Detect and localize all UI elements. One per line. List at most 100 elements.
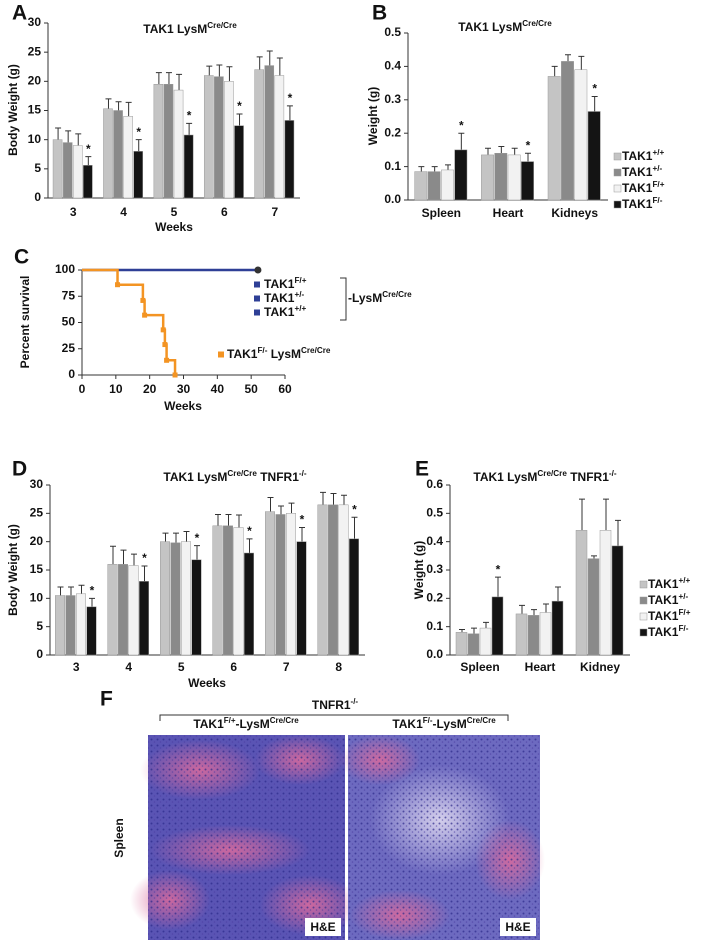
legend-bracket: [340, 277, 347, 321]
y-tick-label: 15: [28, 103, 42, 117]
text-part: TAK1: [193, 717, 224, 731]
significance-mark: *: [247, 524, 252, 538]
bar: [507, 154, 521, 201]
bar: [244, 552, 254, 656]
bar: [479, 627, 492, 656]
bar: [224, 81, 234, 199]
legend-swatch: [639, 628, 648, 637]
error-bar: [266, 50, 273, 66]
text-part: TAK1 LysM: [473, 470, 537, 484]
chart-title: TAK1 LysMCre/Cre: [143, 21, 237, 37]
superscript: +/+: [678, 576, 690, 585]
bar: [441, 169, 454, 201]
bar: [52, 139, 63, 199]
bar: [103, 108, 113, 199]
bar: [575, 530, 588, 656]
chart-title: TAK1 LysMCre/Cre: [458, 19, 552, 35]
text-part: TNFR1: [567, 470, 609, 484]
chart-panel: E TAK1 LysMCre/Cre TNFR1-/- Weight (g) 0.0 0…: [412, 458, 691, 675]
superscript: Cre/Cre: [227, 469, 257, 478]
error-bar: [511, 147, 518, 155]
x-tick-label: 6: [230, 660, 237, 674]
text-part: -LysM: [348, 291, 382, 305]
event-marker: [160, 327, 166, 333]
text-part: TAK1: [648, 625, 679, 639]
bar: [527, 615, 540, 656]
bar: [83, 165, 93, 199]
error-bar: [57, 586, 64, 596]
error-bar: [555, 586, 561, 602]
error-bar: [531, 609, 537, 616]
error-bar: [162, 532, 169, 542]
error-bar: [498, 146, 505, 154]
error-bar: [173, 532, 179, 543]
error-bar: [276, 57, 283, 76]
significance-mark: *: [496, 562, 501, 576]
bar: [574, 69, 588, 201]
bar: [455, 632, 468, 656]
y-tick-label: 25: [62, 341, 76, 355]
x-axis-label: Weeks: [164, 399, 202, 413]
event-marker: [140, 297, 146, 303]
bar: [55, 595, 65, 656]
bar: [551, 600, 564, 656]
legend-swatch: [613, 200, 622, 209]
superscript: F/+: [652, 180, 664, 189]
bar: [191, 559, 202, 656]
error-bar: [299, 527, 305, 542]
legend-label: TAK1+/-: [648, 592, 688, 608]
y-tick-label: 30: [30, 477, 44, 491]
y-tick-label: 25: [30, 506, 44, 520]
text-part: TAK1: [227, 347, 258, 361]
stain-box: [500, 918, 536, 936]
legend-label: TAK1+/-: [622, 164, 662, 180]
bar: [173, 89, 184, 199]
bar: [128, 565, 139, 656]
chart-title: TAK1 LysMCre/Cre TNFR1-/-: [163, 469, 306, 485]
error-bar: [68, 586, 74, 596]
error-bar: [458, 132, 465, 150]
chart-panel: D TAK1 LysMCre/Cre TNFR1-/- Body Weight (g…: [6, 458, 365, 690]
text-part: TAK1 LysM: [163, 470, 227, 484]
error-bar: [543, 603, 549, 613]
image-caption: TAK1F/--LysMCre/Cre: [392, 716, 496, 732]
error-bar: [246, 538, 253, 553]
legend-label: TAK1F/+: [648, 608, 691, 624]
bar: [234, 125, 244, 199]
significance-mark: *: [187, 109, 192, 123]
legend-swatch: [218, 351, 224, 358]
bar: [163, 84, 174, 199]
bar: [274, 75, 285, 199]
bar: [547, 76, 561, 201]
event-marker: [115, 282, 121, 288]
y-tick-label: 0.2: [426, 591, 443, 605]
stain-box: [305, 918, 341, 936]
text-part: TAK1 LysM: [458, 20, 522, 34]
y-tick-label: 15: [30, 562, 44, 576]
y-tick-label: 5: [34, 161, 41, 175]
histology-image: H&E: [340, 735, 545, 940]
text-part: TAK1: [622, 181, 653, 195]
legend-label: TAK1+/+: [264, 304, 306, 320]
x-tick-label: Spleen: [422, 206, 461, 220]
error-bar: [495, 576, 501, 597]
significance-mark: *: [86, 142, 91, 156]
error-bar: [525, 152, 531, 162]
legend-swatch: [254, 281, 260, 288]
error-bar: [186, 122, 193, 135]
y-tick-label: 0.5: [384, 25, 401, 39]
error-bar: [445, 164, 451, 170]
bar: [587, 558, 600, 656]
error-bar: [226, 66, 233, 82]
y-tick-label: 0.5: [426, 506, 443, 520]
error-bar: [459, 629, 465, 633]
superscript: Cre/Cre: [467, 716, 496, 725]
error-bar: [78, 584, 85, 594]
text-part: TAK1: [264, 277, 295, 291]
stain-label: H&E: [310, 920, 335, 934]
error-bar: [155, 72, 162, 85]
x-axis-label: Weeks: [155, 220, 193, 234]
x-tick-label: 10: [109, 382, 123, 396]
y-tick-label: 0.0: [426, 647, 443, 661]
panel-letter: F: [100, 688, 113, 711]
